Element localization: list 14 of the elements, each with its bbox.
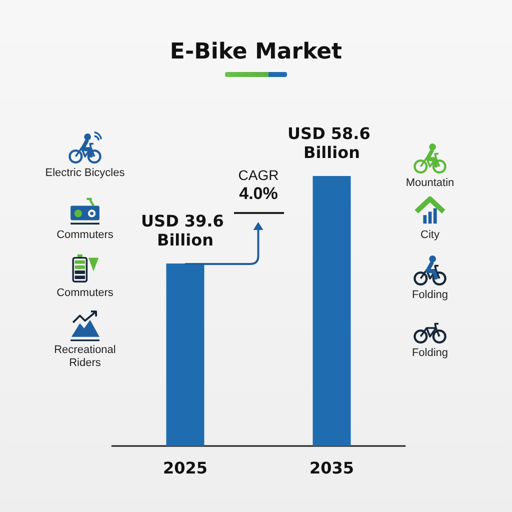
data-label: USD 39.6 Billion [141, 212, 230, 250]
text: Folding [412, 289, 448, 302]
text: City [420, 229, 440, 242]
annotation: Commuters [56, 287, 114, 300]
annotation: CAGR 4.0% [237, 166, 280, 205]
data-label: USD 58.6 Billion [288, 124, 376, 162]
text: Folding [412, 347, 448, 360]
annotation: Electric Bicycles [45, 167, 125, 180]
text: Mountatin [406, 177, 454, 190]
annotation: Recreational Riders [53, 344, 117, 370]
x-tick-label: 2025 [162, 458, 208, 478]
annotation: Commuters [56, 229, 114, 242]
x-tick-label: 2035 [309, 458, 354, 478]
chart-title: E-Bike Market [170, 40, 343, 64]
